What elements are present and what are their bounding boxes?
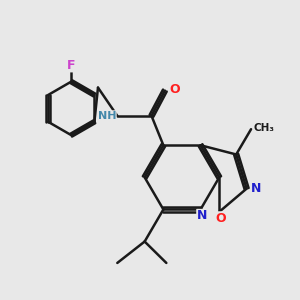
Text: O: O [215,212,226,225]
Text: NH: NH [98,111,116,121]
Text: CH₃: CH₃ [254,123,275,133]
Text: O: O [169,82,180,96]
Text: N: N [197,209,207,223]
Text: F: F [67,59,76,72]
Text: N: N [251,182,261,195]
